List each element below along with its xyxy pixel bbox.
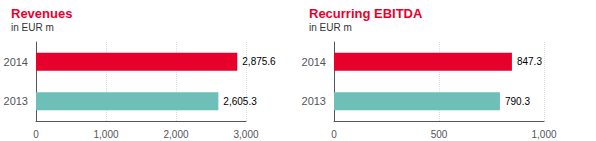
svg-text:2,605.3: 2,605.3 bbox=[223, 96, 257, 107]
svg-text:847.3: 847.3 bbox=[517, 56, 542, 67]
svg-text:0: 0 bbox=[33, 129, 39, 140]
svg-text:3,000: 3,000 bbox=[233, 129, 258, 140]
svg-text:2014: 2014 bbox=[4, 56, 28, 68]
svg-text:2014: 2014 bbox=[302, 56, 326, 68]
svg-text:2,875.6: 2,875.6 bbox=[242, 56, 276, 67]
svg-text:2,000: 2,000 bbox=[163, 129, 188, 140]
svg-text:2013: 2013 bbox=[302, 95, 326, 107]
svg-text:0: 0 bbox=[331, 129, 337, 140]
svg-text:500: 500 bbox=[431, 129, 448, 140]
svg-text:Revenues: Revenues bbox=[11, 6, 72, 21]
svg-text:in EUR m: in EUR m bbox=[11, 22, 54, 33]
svg-text:in EUR m: in EUR m bbox=[309, 22, 352, 33]
svg-text:1,000: 1,000 bbox=[93, 129, 118, 140]
svg-text:Recurring EBITDA: Recurring EBITDA bbox=[309, 6, 423, 21]
svg-text:2013: 2013 bbox=[4, 95, 28, 107]
svg-text:1,000: 1,000 bbox=[531, 129, 556, 140]
svg-text:790.3: 790.3 bbox=[505, 96, 530, 107]
